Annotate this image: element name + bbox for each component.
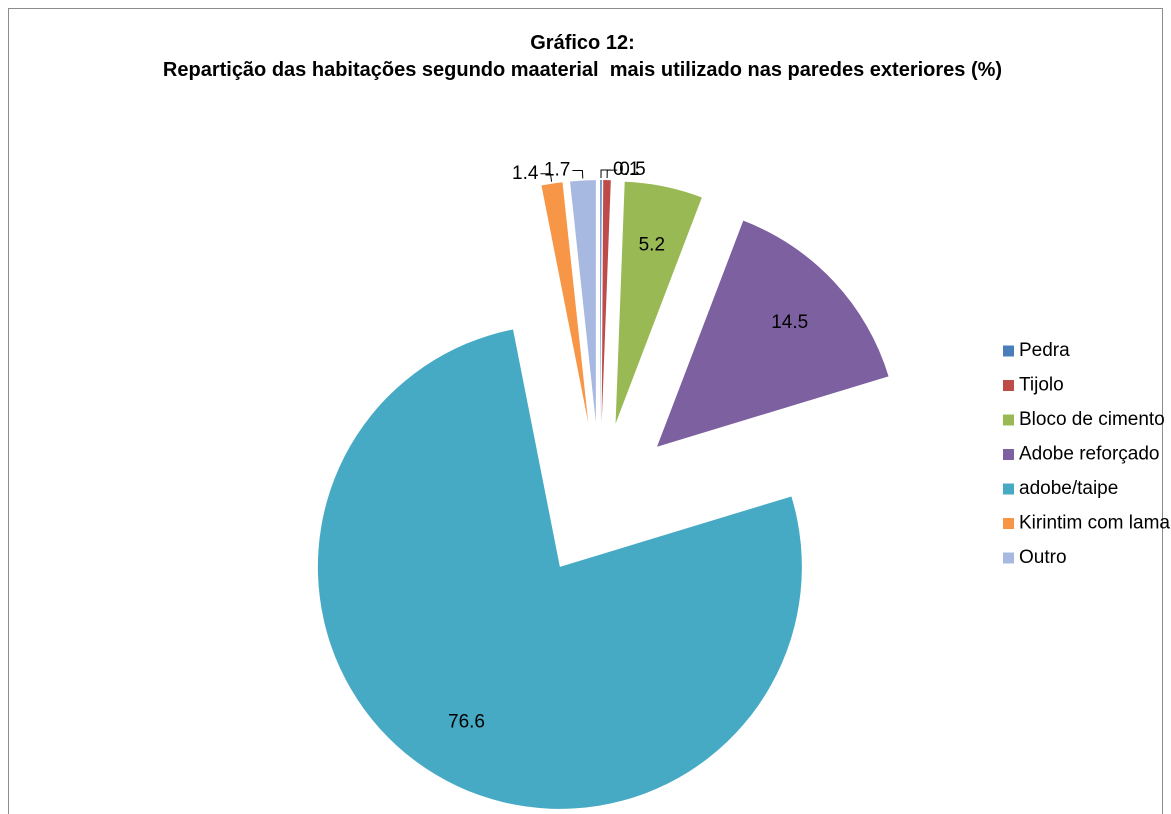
leader-line — [572, 169, 584, 179]
data-label: 0.1 — [613, 159, 639, 180]
pie-slice — [615, 181, 702, 424]
chart-subtitle: Repartição das habitações segundo maater… — [162, 59, 1003, 81]
data-label: 1.4 — [512, 163, 539, 184]
leader-line — [606, 169, 618, 179]
pie-slice — [317, 329, 802, 809]
legend-swatch — [1003, 345, 1014, 357]
pie-slice — [601, 180, 611, 423]
legend-label: adobe/taipe — [1019, 478, 1118, 499]
pie-slice — [657, 220, 889, 447]
legend-swatch — [1003, 449, 1014, 460]
legend-swatch — [1003, 552, 1014, 564]
pie-slice — [600, 180, 602, 423]
legend-swatch — [1003, 380, 1014, 391]
chart-title: Gráfico 12: — [530, 32, 635, 54]
leader-line — [600, 169, 612, 179]
legend-label: Pedra — [1019, 340, 1070, 361]
legend-label: Kirintim com lama — [1019, 513, 1170, 534]
legend-swatch — [1003, 518, 1014, 529]
data-label: 5.2 — [639, 235, 665, 256]
chart-frame — [8, 8, 1163, 814]
data-label: 14.5 — [771, 312, 808, 333]
data-label: 1.7 — [544, 159, 570, 180]
legend-label: Bloco de cimento — [1019, 409, 1165, 430]
legend-label: Tijolo — [1019, 375, 1064, 396]
legend-swatch — [1003, 414, 1014, 426]
legend-label: Outro — [1019, 547, 1067, 568]
data-label: 76.6 — [448, 712, 485, 733]
leader-line — [540, 173, 553, 182]
legend-label: Adobe reforçado — [1019, 444, 1160, 465]
pie-slice — [541, 182, 589, 423]
legend-swatch — [1003, 483, 1014, 495]
title-block: Gráfico 12: Repartição das habitações seg… — [150, 30, 1015, 84]
pie-slice — [570, 180, 596, 423]
data-label: 0.5 — [619, 159, 645, 180]
